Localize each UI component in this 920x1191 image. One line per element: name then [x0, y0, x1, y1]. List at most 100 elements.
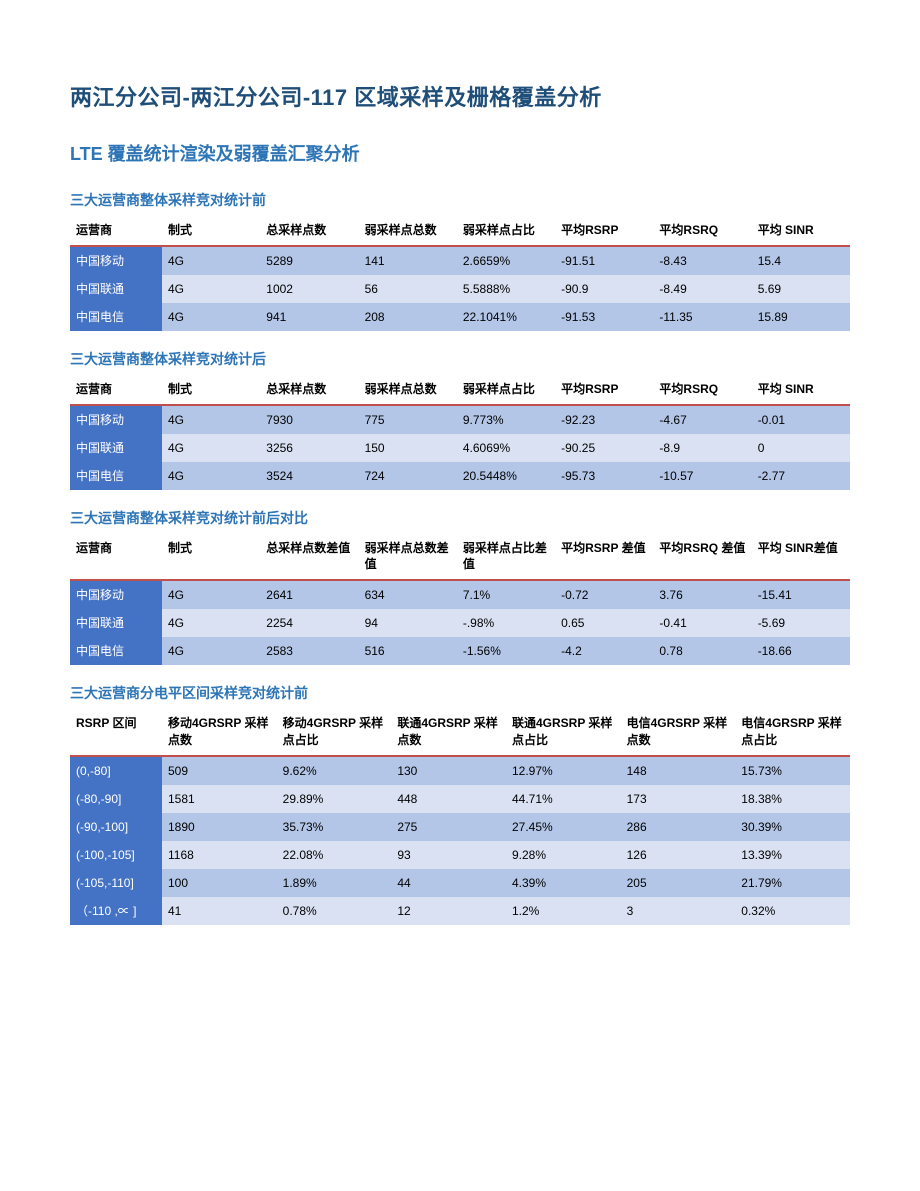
- table-cell: 509: [162, 756, 277, 785]
- table-cell: 3.76: [653, 580, 751, 609]
- table1-title: 三大运营商整体采样竞对统计前: [70, 190, 850, 210]
- column-header: 制式: [162, 534, 260, 581]
- table-cell: 448: [391, 785, 506, 813]
- table-cell: 中国电信: [70, 637, 162, 665]
- table-cell: 4G: [162, 275, 260, 303]
- table-cell: 0: [752, 434, 850, 462]
- table-row: 中国移动4G79307759.773%-92.23-4.67-0.01: [70, 405, 850, 434]
- table-cell: 7.1%: [457, 580, 555, 609]
- table-cell: -91.51: [555, 246, 653, 275]
- table-cell: 21.79%: [735, 869, 850, 897]
- table-cell: 148: [621, 756, 736, 785]
- table2: 运营商制式总采样点数弱采样点总数弱采样点占比平均RSRP平均RSRQ平均 SIN…: [70, 375, 850, 490]
- table-cell: 150: [359, 434, 457, 462]
- table-cell: -92.23: [555, 405, 653, 434]
- column-header: 平均 SINR: [752, 375, 850, 405]
- table-cell: 9.773%: [457, 405, 555, 434]
- table-cell: -10.57: [653, 462, 751, 490]
- column-header: 平均RSRP: [555, 375, 653, 405]
- table-cell: 7930: [260, 405, 358, 434]
- table-row: (0,-80]5099.62%13012.97%14815.73%: [70, 756, 850, 785]
- column-header: 弱采样点总数: [359, 375, 457, 405]
- column-header: 平均RSRQ: [653, 216, 751, 246]
- table-cell: 173: [621, 785, 736, 813]
- table-cell: 22.08%: [277, 841, 392, 869]
- table-cell: 724: [359, 462, 457, 490]
- table-cell: 20.5448%: [457, 462, 555, 490]
- table-cell: (-80,-90]: [70, 785, 162, 813]
- table-cell: 775: [359, 405, 457, 434]
- table-cell: -4.67: [653, 405, 751, 434]
- table-cell: 3: [621, 897, 736, 925]
- column-header: 电信4GRSRP 采样点数: [621, 709, 736, 756]
- table-cell: 中国联通: [70, 434, 162, 462]
- table-cell: 4G: [162, 609, 260, 637]
- table-cell: 275: [391, 813, 506, 841]
- table-cell: 22.1041%: [457, 303, 555, 331]
- table-cell: -8.43: [653, 246, 751, 275]
- table-cell: -1.56%: [457, 637, 555, 665]
- table4-container: 三大运营商分电平区间采样竞对统计前 RSRP 区间移动4GRSRP 采样点数移动…: [70, 683, 850, 925]
- table-cell: 44.71%: [506, 785, 621, 813]
- table-cell: 56: [359, 275, 457, 303]
- table-cell: 2641: [260, 580, 358, 609]
- column-header: 弱采样点总数差值: [359, 534, 457, 581]
- table-cell: 4G: [162, 580, 260, 609]
- table1: 运营商制式总采样点数弱采样点总数弱采样点占比平均RSRP平均RSRQ平均 SIN…: [70, 216, 850, 331]
- table-cell: 5.69: [752, 275, 850, 303]
- table-cell: 29.89%: [277, 785, 392, 813]
- column-header: 联通4GRSRP 采样点占比: [506, 709, 621, 756]
- table-cell: 634: [359, 580, 457, 609]
- table-cell: 中国移动: [70, 405, 162, 434]
- column-header: 联通4GRSRP 采样点数: [391, 709, 506, 756]
- column-header: 制式: [162, 375, 260, 405]
- column-header: 平均 SINR: [752, 216, 850, 246]
- column-header: 平均RSRP 差值: [555, 534, 653, 581]
- table4-title: 三大运营商分电平区间采样竞对统计前: [70, 683, 850, 703]
- table-cell: 0.78: [653, 637, 751, 665]
- table-cell: 1581: [162, 785, 277, 813]
- table-cell: 中国电信: [70, 303, 162, 331]
- table-row: 中国联通4G225494-.98%0.65-0.41-5.69: [70, 609, 850, 637]
- table-cell: 4G: [162, 434, 260, 462]
- table-row: 中国电信4G352472420.5448%-95.73-10.57-2.77: [70, 462, 850, 490]
- column-header: 弱采样点占比差值: [457, 534, 555, 581]
- table2-container: 三大运营商整体采样竞对统计后 运营商制式总采样点数弱采样点总数弱采样点占比平均R…: [70, 349, 850, 490]
- table-cell: 13.39%: [735, 841, 850, 869]
- table-cell: -0.41: [653, 609, 751, 637]
- table-row: (-80,-90]158129.89%44844.71%17318.38%: [70, 785, 850, 813]
- column-header: 平均RSRP: [555, 216, 653, 246]
- page-title: 两江分公司-两江分公司-117 区域采样及栅格覆盖分析: [70, 80, 850, 112]
- column-header: 总采样点数差值: [260, 534, 358, 581]
- table-cell: -2.77: [752, 462, 850, 490]
- table-cell: -95.73: [555, 462, 653, 490]
- table1-container: 三大运营商整体采样竞对统计前 运营商制式总采样点数弱采样点总数弱采样点占比平均R…: [70, 190, 850, 331]
- table3-title: 三大运营商整体采样竞对统计前后对比: [70, 508, 850, 528]
- table-cell: 中国移动: [70, 246, 162, 275]
- column-header: 平均RSRQ 差值: [653, 534, 751, 581]
- table-row: 中国联通4G1002565.5888%-90.9-8.495.69: [70, 275, 850, 303]
- table-cell: 15.73%: [735, 756, 850, 785]
- table2-title: 三大运营商整体采样竞对统计后: [70, 349, 850, 369]
- table-cell: 4.39%: [506, 869, 621, 897]
- table-row: 中国联通4G32561504.6069%-90.25-8.90: [70, 434, 850, 462]
- table-cell: 1.2%: [506, 897, 621, 925]
- column-header: RSRP 区间: [70, 709, 162, 756]
- table-cell: 1.89%: [277, 869, 392, 897]
- table-row: 中国移动4G26416347.1%-0.723.76-15.41: [70, 580, 850, 609]
- table-cell: 9.62%: [277, 756, 392, 785]
- table-cell: 0.65: [555, 609, 653, 637]
- table-cell: -8.9: [653, 434, 751, 462]
- table-row: 中国移动4G52891412.6659%-91.51-8.4315.4: [70, 246, 850, 275]
- table-cell: 4G: [162, 303, 260, 331]
- table-cell: 12.97%: [506, 756, 621, 785]
- column-header: 电信4GRSRP 采样点占比: [735, 709, 850, 756]
- table-cell: 100: [162, 869, 277, 897]
- table-cell: 205: [621, 869, 736, 897]
- table-cell: -15.41: [752, 580, 850, 609]
- table-cell: 中国电信: [70, 462, 162, 490]
- table-cell: -4.2: [555, 637, 653, 665]
- column-header: 弱采样点占比: [457, 216, 555, 246]
- table-cell: 5289: [260, 246, 358, 275]
- table-cell: 4G: [162, 637, 260, 665]
